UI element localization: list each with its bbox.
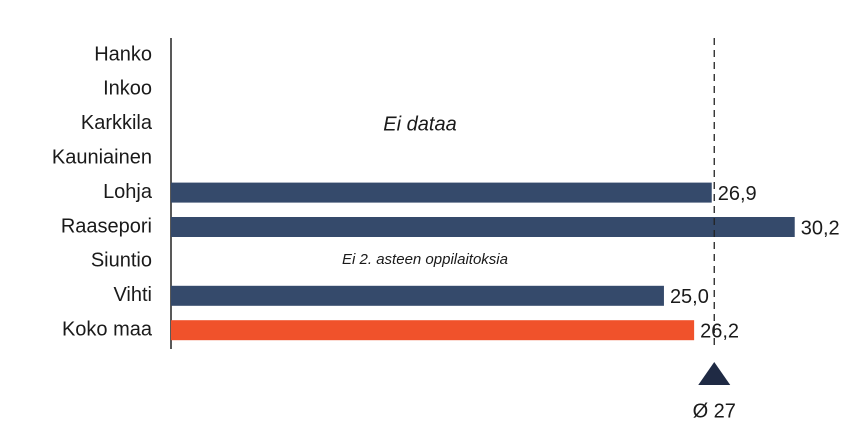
category-label: Koko maa: [62, 318, 153, 340]
bar: [171, 320, 695, 341]
category-label: Karkkila: [81, 112, 153, 134]
annotation: Ei dataa: [383, 113, 456, 135]
category-label: Hanko: [94, 43, 152, 65]
bar: [171, 182, 712, 203]
bar: [171, 217, 795, 237]
reference-label: Ø 27: [693, 400, 736, 422]
category-label: Lohja: [103, 181, 153, 203]
value-label: 25,0: [670, 286, 709, 308]
category-label: Siuntio: [91, 250, 152, 272]
value-label: 26,2: [700, 320, 739, 342]
bar: [171, 285, 664, 306]
value-label: 26,9: [718, 183, 757, 205]
category-label: Vihti: [113, 284, 152, 306]
category-label: Kauniainen: [52, 146, 152, 168]
category-label: Raasepori: [61, 215, 152, 237]
value-label: 30,2: [801, 217, 840, 239]
annotation: Ei 2. asteen oppilaitoksia: [342, 251, 508, 268]
reference-marker: [698, 362, 731, 385]
category-label: Inkoo: [103, 78, 152, 100]
